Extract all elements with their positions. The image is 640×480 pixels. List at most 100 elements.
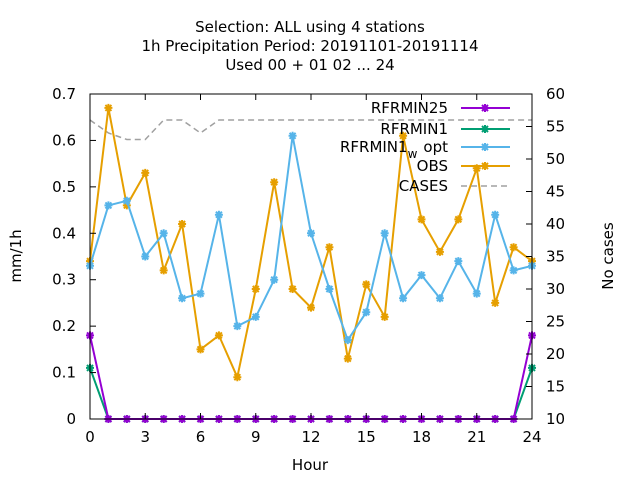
data-point-rfrmin1-opt — [288, 131, 297, 140]
legend-item-rfrmin1-opt: RFRMIN1w opt — [340, 138, 510, 161]
data-point-obs — [251, 285, 260, 293]
data-point-obs — [491, 298, 500, 307]
data-point-rfrmin1-opt — [214, 210, 223, 219]
legend-label-base: RFRMIN1 — [340, 138, 408, 156]
x-tick-label: 3 — [140, 428, 150, 446]
data-point-obs — [417, 215, 426, 224]
y2-tick-label: 15 — [546, 378, 565, 396]
series-line-rfrmin1 — [89, 367, 533, 420]
data-point-rfrmin1-opt — [196, 289, 205, 298]
data-point-obs — [104, 103, 113, 112]
data-point-rfrmin1-opt — [343, 336, 352, 345]
series-layer — [86, 103, 536, 423]
data-point-rfrmin1-opt — [122, 196, 131, 205]
y2-tick-label: 60 — [546, 85, 565, 103]
data-point-rfrmin1-opt — [325, 285, 334, 293]
chart-title: Selection: ALL using 4 stations 1h Preci… — [141, 18, 478, 74]
x-tick-label: 9 — [251, 428, 261, 446]
y-axis-label: mm/1h — [7, 229, 25, 282]
y2-tick-label: 35 — [546, 248, 565, 266]
series-rfrmin25 — [86, 331, 536, 423]
data-point-obs — [196, 345, 205, 354]
data-point-obs — [380, 312, 389, 321]
data-point-rfrmin1-opt — [104, 201, 113, 210]
data-point-obs — [509, 243, 518, 252]
legend-item-rfrmin1: RFRMIN1 — [380, 120, 510, 138]
legend-marker-obs — [481, 162, 489, 170]
y-tick-label: 0.3 — [52, 271, 76, 289]
y-tick-label: 0.7 — [52, 85, 76, 103]
y-tick-label: 0.4 — [52, 224, 76, 242]
y2-tick-label: 30 — [546, 280, 565, 298]
data-point-rfrmin1-opt — [472, 289, 481, 298]
legend-item-rfrmin25: RFRMIN25 — [371, 99, 510, 117]
y2-tick-label: 25 — [546, 313, 565, 331]
data-point-rfrmin1-opt — [417, 271, 426, 280]
data-point-obs — [362, 280, 371, 289]
x-axis-label: Hour — [292, 456, 329, 474]
y2-tick-label: 50 — [546, 150, 565, 168]
y-tick-label: 0 — [66, 410, 76, 428]
title-line-3: Used 00 + 01 02 ... 24 — [225, 56, 394, 74]
data-point-rfrmin1-opt — [380, 229, 389, 238]
data-point-obs — [307, 303, 315, 312]
data-point-obs — [435, 247, 444, 256]
data-point-obs — [472, 164, 481, 173]
plot-frame — [89, 93, 533, 420]
legend-marker-rfrmin25 — [481, 104, 489, 112]
data-point-obs — [214, 331, 223, 340]
series-obs — [86, 103, 536, 382]
legend-label-rfrmin1-opt: RFRMIN1w opt — [340, 138, 448, 161]
x-tick-label: 21 — [467, 428, 486, 446]
legend-marker-rfrmin1-opt — [481, 143, 489, 151]
data-point-rfrmin1-opt — [399, 294, 408, 303]
data-point-obs — [122, 201, 131, 210]
y2-tick-label: 10 — [546, 410, 565, 428]
x-tick-label: 24 — [522, 428, 541, 446]
x-tick-label: 12 — [301, 428, 320, 446]
data-point-rfrmin1-opt — [270, 275, 279, 284]
data-point-obs — [233, 373, 242, 382]
legend-item-cases: CASES — [399, 177, 510, 195]
y2-axis-label: No cases — [599, 222, 617, 290]
data-point-obs — [454, 215, 463, 224]
y2-tick-label: 20 — [546, 345, 565, 363]
x-tick-label: 0 — [85, 428, 95, 446]
axes-layer: 0 3 6 9 12 15 18 21 24 0 0.1 0.2 0.3 0.4 0.5 0.6 0.7 10 15… — [52, 85, 565, 446]
legend-label-rfrmin1: RFRMIN1 — [380, 120, 448, 138]
data-point-obs — [159, 266, 168, 275]
data-point-rfrmin1-opt — [178, 294, 187, 303]
legend-label-rfrmin25: RFRMIN25 — [371, 99, 448, 117]
data-point-rfrmin1-opt — [251, 312, 260, 321]
legend-label-suffix: opt — [423, 138, 448, 156]
y-tick-label: 0.1 — [52, 364, 76, 382]
data-point-rfrmin1-opt — [159, 229, 168, 238]
data-point-rfrmin1-opt — [362, 308, 371, 317]
series-line-cases — [89, 119, 532, 141]
data-point-obs — [270, 178, 279, 187]
data-point-rfrmin1-opt — [454, 257, 463, 266]
data-point-rfrmin1-opt — [307, 229, 315, 238]
data-point-obs — [178, 220, 187, 228]
data-point-obs — [141, 168, 150, 177]
title-line-1: Selection: ALL using 4 stations — [195, 18, 425, 36]
y-tick-label: 0.6 — [52, 131, 76, 149]
legend-item-obs: OBS — [417, 157, 510, 175]
legend-label-obs: OBS — [417, 157, 448, 175]
y2-tick-label: 55 — [546, 118, 565, 136]
data-point-obs — [399, 131, 408, 140]
legend-marker-rfrmin1 — [481, 125, 489, 133]
legend-label-cases: CASES — [399, 177, 448, 195]
data-point-rfrmin1-opt — [491, 210, 500, 219]
data-point-rfrmin1-opt — [509, 266, 518, 275]
title-line-2: 1h Precipitation Period: 20191101-201911… — [141, 37, 478, 55]
x-tick-label: 18 — [412, 428, 431, 446]
legend-label-subscript: w — [408, 147, 418, 161]
y-tick-label: 0.5 — [52, 178, 76, 196]
data-point-rfrmin1-opt — [233, 322, 242, 331]
series-rfrmin1-opt — [86, 131, 536, 345]
data-point-rfrmin1-opt — [435, 294, 444, 303]
data-point-obs — [325, 243, 334, 252]
